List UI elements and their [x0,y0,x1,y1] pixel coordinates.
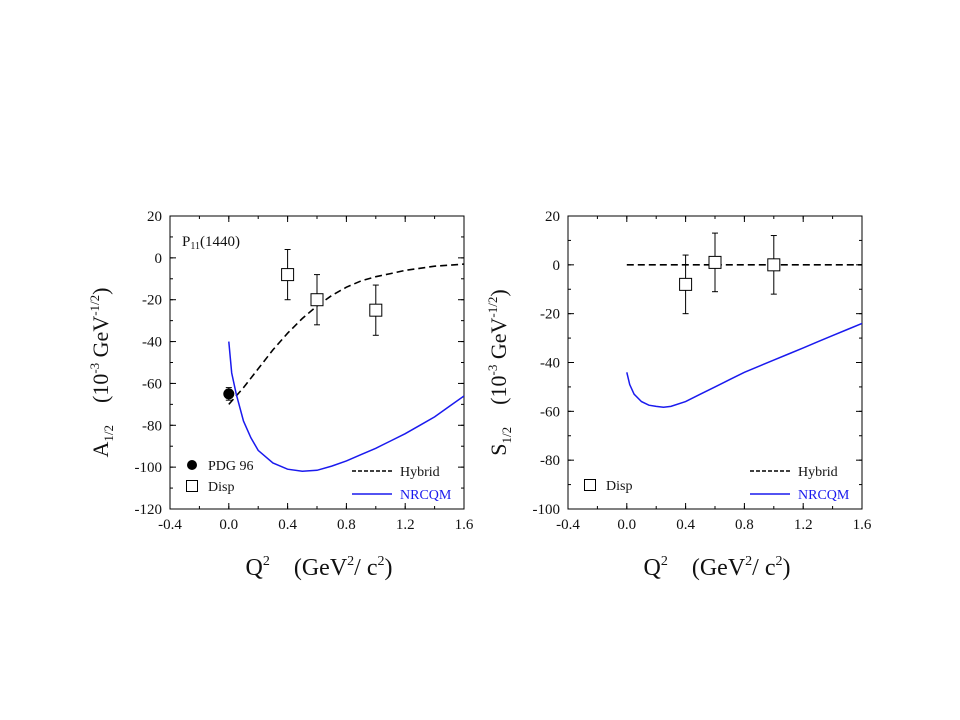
y-tick-label: -20 [142,293,162,309]
data-point-disp [679,277,693,291]
xlabel-exp: 2 [745,554,752,569]
ylabel-units: GeV [486,317,511,364]
y-tick-label: 20 [545,209,560,225]
y-tick-label: 0 [155,251,163,267]
y-tick-label: -80 [142,418,162,434]
y-tick-label: -60 [540,404,560,420]
xlabel-units: / c [354,555,377,581]
x-tick-label: 1.2 [794,517,813,533]
legend-label: Disp [606,479,632,494]
x-tick-label: 1.2 [396,517,415,533]
y-tick-label: -80 [540,453,560,469]
y-tick-label: -120 [135,502,163,518]
xlabel-main: Q [246,555,263,581]
legend-label: Hybrid [798,465,838,480]
ylabel-exp: -1/2 [485,297,500,318]
y-axis-label: A1/2 (10-3 GeV-1/2) [87,287,116,457]
legend-label: NRCQM [400,488,452,503]
ylabel-exp: -3 [87,363,102,374]
ylabel-units: (10 [88,374,113,425]
ylabel-main: S [486,443,511,455]
legend-label: PDG 96 [208,459,254,474]
panel-annotation: P11(1440) [182,234,240,252]
xlabel-units: (GeV [270,555,348,581]
xlabel-exp: 2 [347,554,354,569]
x-tick-label: 1.6 [455,517,474,533]
data-point-disp [708,255,722,269]
xlabel-exp: 2 [661,554,668,569]
data-point-disp [767,258,781,272]
panel-right: -0.4 0.0 0.4 0.8 1.2 1.6 20 0 -20 -40 -60 -80 -100 Di… [485,209,872,581]
annotation-main: P [182,234,190,250]
ylabel-sub: 1/2 [499,427,514,444]
series-line-nrcqm [228,341,464,473]
y-tick-label: -100 [135,460,163,476]
xlabel-exp: 2 [775,554,782,569]
xlabel-units: (GeV [668,555,746,581]
legend-marker-open-square [584,479,596,491]
xlabel-main: Q [644,555,661,581]
annotation-sub: 11 [190,241,200,252]
ylabel-units: ) [486,289,511,296]
xlabel-units: / c [752,555,775,581]
xlabel-units: ) [384,555,392,581]
x-axis-label: Q2 (GeV2/ c2) [246,554,393,581]
y-tick-label: -60 [142,376,162,392]
x-tick-label: 0.8 [337,517,356,533]
y-tick-label: 20 [147,209,162,225]
ylabel-exp: -1/2 [87,295,102,316]
plot-area [626,264,862,408]
xlabel-exp: 2 [263,554,270,569]
ylabel-units: ) [88,287,113,294]
x-tick-label: 0.0 [219,517,238,533]
xlabel-units: ) [782,555,790,581]
x-axis-label: Q2 (GeV2/ c2) [644,554,791,581]
ylabel-units: (10 [486,375,511,426]
plot-area [228,263,464,473]
y-tick-label: -20 [540,307,560,323]
data-point-disp [310,293,324,307]
annotation-rest: (1440) [200,234,240,250]
ylabel-units: GeV [88,316,113,363]
legend-marker-open-square [186,480,198,492]
y-tick-label: -40 [142,335,162,351]
xlabel-exp: 2 [377,554,384,569]
ylabel-main: A [88,442,113,458]
data-point-disp [281,268,295,282]
legend-marker-filled-circle [187,460,197,470]
x-tick-label: 1.6 [853,517,872,533]
x-tick-label: -0.4 [158,517,182,533]
x-tick-label: 0.0 [617,517,636,533]
panel-left: -0.4 0.0 0.4 0.8 1.2 1.6 20 0 -20 -40 -60 -80 -100 -1… [87,209,474,581]
series-line-hybrid [228,263,464,405]
legend-label: Disp [208,480,234,495]
ylabel-sub: 1/2 [101,425,116,442]
y-axis-label: S1/2 (10-3 GeV-1/2) [485,289,514,455]
x-tick-label: 0.4 [676,517,695,533]
x-tick-label: 0.8 [735,517,754,533]
y-tick-label: 0 [553,258,561,274]
legend-label: NRCQM [798,488,850,503]
legend-label: Hybrid [400,465,440,480]
y-tick-label: -40 [540,356,560,372]
data-point-disp [369,303,383,317]
data-point-pdg-96 [223,388,235,400]
series-line-nrcqm [626,322,862,408]
ylabel-exp: -3 [485,365,500,376]
y-tick-label: -100 [533,502,561,518]
x-tick-label: -0.4 [556,517,580,533]
x-tick-label: 0.4 [278,517,297,533]
